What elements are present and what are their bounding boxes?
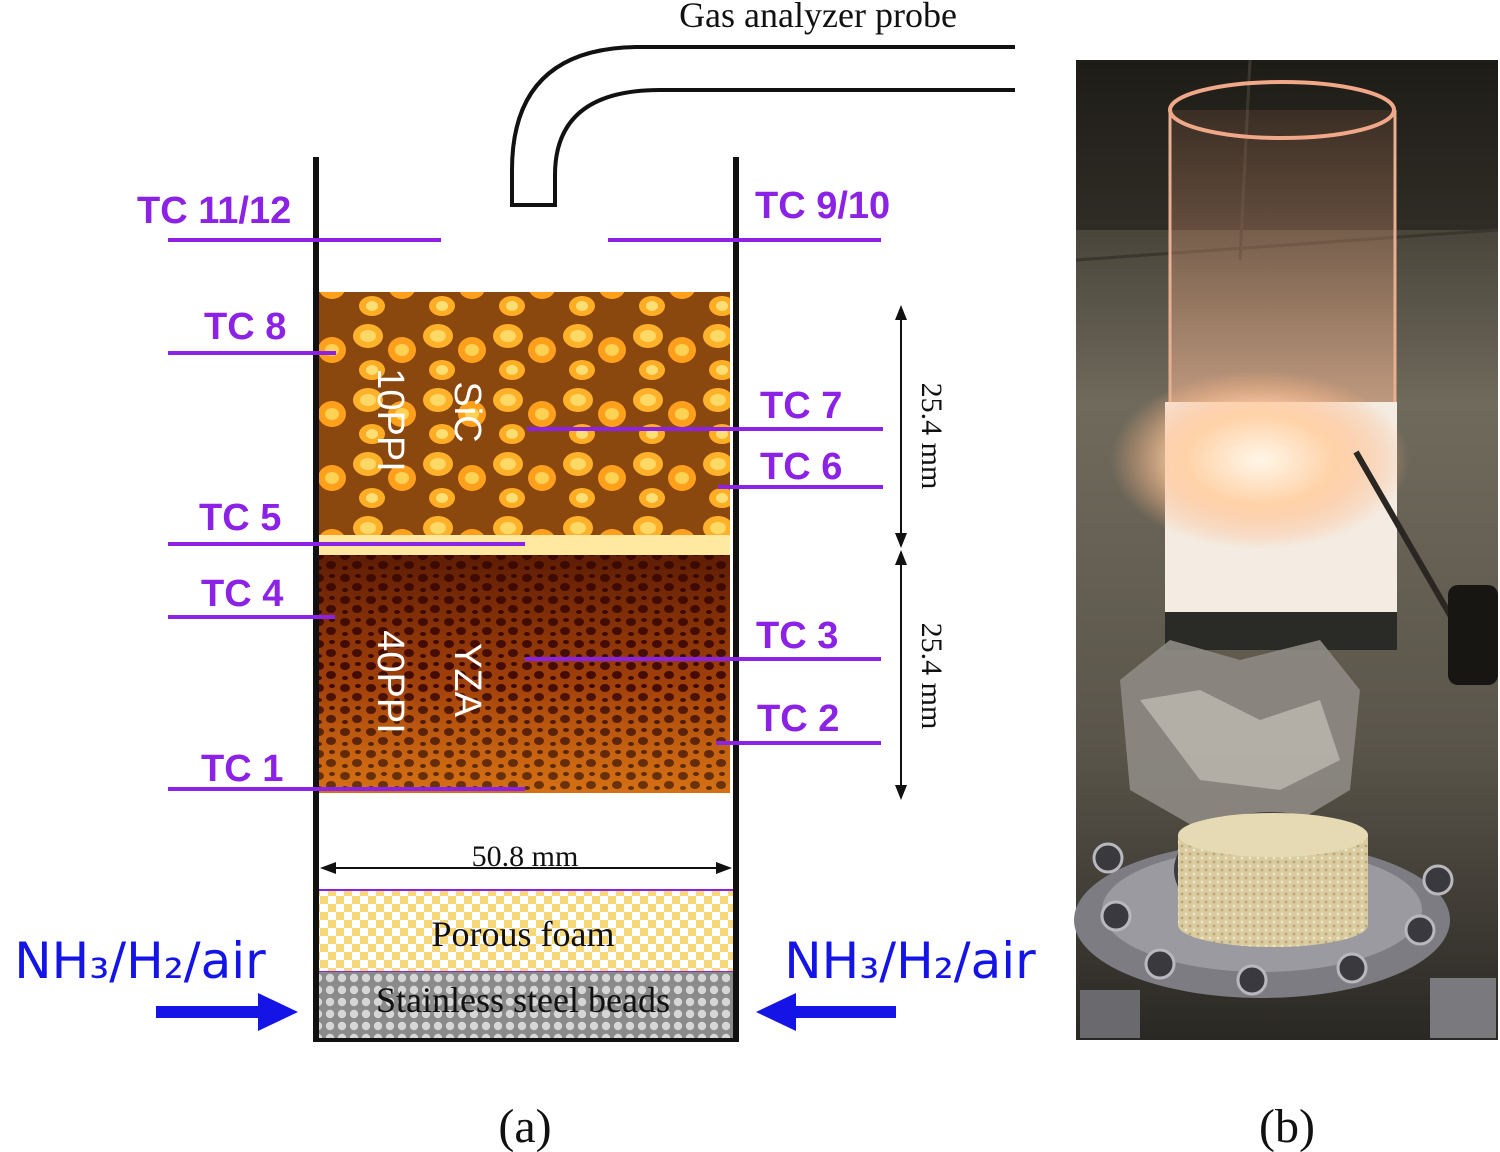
sic-foam-layer	[318, 292, 730, 557]
dim-lower-label: 25.4 mm	[915, 623, 948, 730]
thermocouple-lines	[168, 238, 883, 791]
tc6-label: TC 6	[760, 446, 842, 488]
porous-foam-block	[317, 889, 735, 973]
tc4-label: TC 4	[201, 573, 283, 615]
tc11-12-label: TC 11/12	[137, 190, 291, 232]
dim-upper-label: 25.4 mm	[915, 383, 948, 490]
dim-width-label: 50.8 mm	[472, 840, 579, 873]
inflow-right-arrow-shaft	[790, 1006, 896, 1018]
beads-label: Stainless steel beads	[376, 980, 670, 1020]
inflow-left-arrow-head	[258, 993, 298, 1031]
caption-b: (b)	[1259, 1100, 1315, 1152]
dark-foam-band	[1165, 612, 1397, 650]
tc2-label: TC 2	[757, 698, 839, 740]
yza-ppi-label: 40PPI	[369, 630, 411, 734]
caption-a: (a)	[498, 1100, 551, 1152]
yza-label: YZA	[446, 643, 488, 718]
tc3-label: TC 3	[756, 615, 838, 657]
tc9-10-label: TC 9/10	[755, 185, 890, 227]
inflow-arrows	[156, 993, 896, 1031]
burner-photo	[1074, 59, 1499, 1040]
inflow-left-label: NH₃/H₂/air	[14, 932, 266, 990]
porous-foam-label: Porous foam	[432, 914, 615, 954]
dimension-arrows	[320, 305, 907, 874]
probe-label: Gas analyzer probe	[679, 0, 957, 35]
tc7-label: TC 7	[760, 385, 842, 427]
tc1-label: TC 1	[201, 748, 283, 790]
stainless-beads-block	[318, 972, 734, 1038]
gas-analyzer-probe	[510, 45, 1015, 207]
inflow-right-arrow-head	[756, 993, 796, 1031]
tc5-label: TC 5	[199, 497, 281, 539]
inflow-left-arrow-shaft	[156, 1006, 264, 1018]
sic-ppi-label: 10PPI	[369, 368, 411, 472]
sic-label: SiC	[446, 381, 488, 442]
tc8-label: TC 8	[204, 306, 286, 348]
inflow-right-label: NH₃/H₂/air	[784, 932, 1036, 990]
yza-foam-layer	[318, 555, 730, 793]
